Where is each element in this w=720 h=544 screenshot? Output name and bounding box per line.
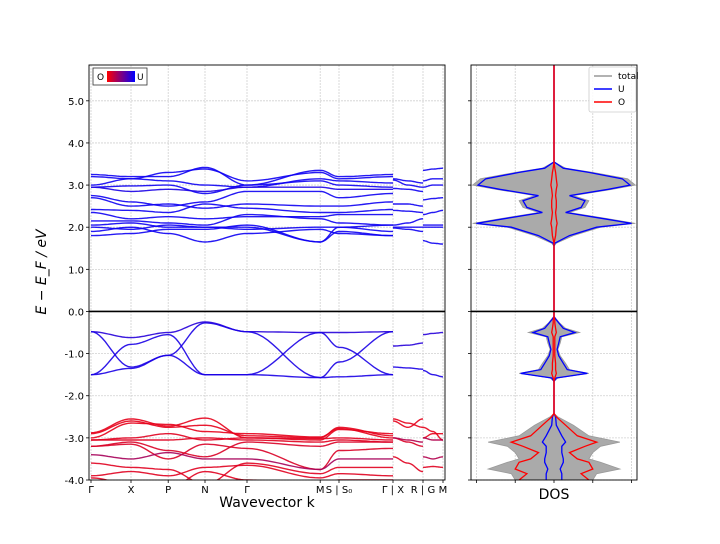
band-line xyxy=(422,178,443,182)
band-line xyxy=(422,465,444,469)
x-tick-label: Γ xyxy=(244,485,250,496)
band-line xyxy=(90,354,393,379)
band-line xyxy=(392,418,424,428)
x-axis-label: Wavevector k xyxy=(219,495,315,511)
dos-o-line-left xyxy=(509,65,555,480)
band-line xyxy=(90,197,394,209)
x-tick-label: P xyxy=(165,485,171,496)
band-line xyxy=(393,203,423,207)
band-line xyxy=(91,186,393,193)
y-tick-label: 3.0 xyxy=(68,181,84,192)
band-axes-frame xyxy=(88,64,446,481)
band-line xyxy=(393,209,424,214)
band-line xyxy=(422,433,443,439)
band-line xyxy=(423,437,443,441)
band-line xyxy=(91,224,393,243)
dos-u-line-left xyxy=(476,65,555,480)
band-line xyxy=(90,190,394,207)
band-line xyxy=(392,187,423,193)
band-line xyxy=(90,420,394,439)
dos-axes-frame xyxy=(470,64,638,481)
y-tick-label: 4.0 xyxy=(68,139,84,150)
legend-label-o: O xyxy=(618,98,625,108)
band-line xyxy=(90,422,394,439)
band-line xyxy=(90,178,394,188)
band-line xyxy=(90,417,394,441)
x-tick-label: R | G xyxy=(411,485,435,496)
band-line xyxy=(423,369,443,378)
y-tick-label: -3.0 xyxy=(64,434,84,445)
band-line xyxy=(90,441,393,458)
colorbar-high-label: U xyxy=(137,73,144,83)
band-line xyxy=(423,331,443,336)
y-tick-label: -2.0 xyxy=(64,392,84,403)
band-line xyxy=(423,184,443,188)
band-line xyxy=(393,366,423,370)
x-tick-label: N xyxy=(201,485,208,496)
band-line xyxy=(392,179,423,188)
dos-legend: total U O xyxy=(588,66,639,113)
colorbar-low-label: O xyxy=(97,73,104,83)
y-axis-label: E − E_F / eV xyxy=(34,228,50,315)
band-line xyxy=(393,218,423,226)
band-line xyxy=(90,322,394,379)
band-line xyxy=(423,197,443,201)
band-line xyxy=(90,451,393,471)
y-tick-label: 2.0 xyxy=(68,223,84,234)
band-line xyxy=(90,166,394,186)
x-tick-label: S | S₀ xyxy=(326,485,352,496)
band-line xyxy=(91,443,393,471)
legend-label-u: U xyxy=(618,85,625,95)
dos-total-area xyxy=(471,65,637,480)
axes: 5.0 4.0 3.0 2.0 1.0 0.0 -1.0 -2.0 -3.0 -4.0 Γ X P N Γ M… xyxy=(64,64,638,496)
band-line xyxy=(422,426,444,441)
dos-u-line-right xyxy=(553,65,632,480)
band-line xyxy=(90,470,393,480)
band-lines xyxy=(90,166,444,480)
band-line xyxy=(423,167,443,171)
colorbar-gradient xyxy=(107,71,135,82)
y-tick-label: 1.0 xyxy=(68,265,84,276)
band-line xyxy=(392,418,423,428)
y-tick-label: 5.0 xyxy=(68,97,84,108)
band-line xyxy=(393,437,423,443)
y-tick-label: 0.0 xyxy=(68,307,84,318)
band-line xyxy=(393,342,423,347)
band-line xyxy=(91,211,393,220)
band-grid xyxy=(89,65,445,481)
band-line xyxy=(393,178,424,184)
dos-o-line-right xyxy=(553,65,599,480)
band-line xyxy=(422,209,443,216)
dos-axis-label: DOS xyxy=(539,487,570,503)
band-line xyxy=(392,456,424,473)
x-tick-label: M xyxy=(439,485,448,496)
band-line xyxy=(423,240,443,245)
band-line xyxy=(91,222,393,230)
x-tick-label: M xyxy=(316,485,325,496)
band-line xyxy=(422,456,444,460)
y-tick-label: -1.0 xyxy=(64,350,84,361)
x-tick-label: X xyxy=(128,485,135,496)
band-line xyxy=(90,321,393,339)
band-line xyxy=(91,226,393,243)
band-line xyxy=(91,213,393,226)
x-tick-label: Γ xyxy=(88,485,94,496)
band-line xyxy=(91,203,393,214)
band-line xyxy=(90,462,393,480)
y-tick-label: -4.0 xyxy=(64,476,84,487)
band-line xyxy=(393,227,423,233)
band-line xyxy=(91,437,393,443)
colorbar-legend: O U xyxy=(92,67,148,86)
x-tick-label: Γ | X xyxy=(382,485,404,496)
dos-plot xyxy=(471,65,637,480)
band-line xyxy=(90,464,393,479)
legend-label-total: total xyxy=(618,72,639,82)
